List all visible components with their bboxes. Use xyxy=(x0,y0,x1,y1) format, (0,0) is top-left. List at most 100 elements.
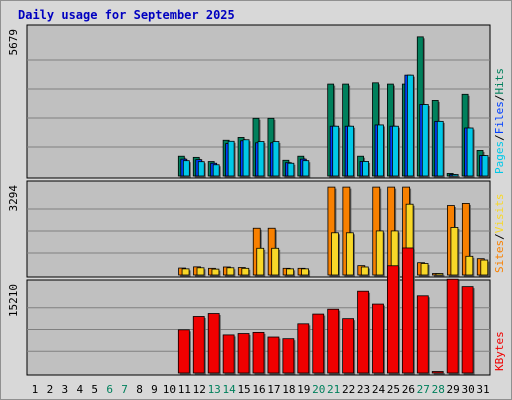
x-tick-day-10: 10 xyxy=(163,383,176,396)
chart-panels: 5679Pages/Files/Hits3294Sites/Visits1521… xyxy=(7,24,506,376)
x-tick-day-17: 17 xyxy=(267,383,280,396)
bar-kbytes-day-18 xyxy=(282,338,295,374)
bar-pages-day-19 xyxy=(302,160,310,177)
legend-entry-hits: Hits xyxy=(493,68,506,95)
bar-shadow xyxy=(437,275,445,277)
bar-pages-day-26 xyxy=(406,74,414,177)
bar-visits-day-13 xyxy=(211,268,220,276)
legend: Sites/Visits xyxy=(493,194,506,274)
bar-kbytes-day-14 xyxy=(222,334,235,374)
bar-visits-day-15 xyxy=(241,267,250,276)
x-tick-day-28: 28 xyxy=(432,383,445,396)
bar-pages-day-24 xyxy=(377,124,384,177)
bar-pages-day-25 xyxy=(392,125,399,177)
x-tick-day-25: 25 xyxy=(387,383,400,396)
bar-visits-day-30 xyxy=(465,255,474,276)
chart-title: Daily usage for September 2025 xyxy=(18,8,235,22)
bar-visits-day-29 xyxy=(450,227,459,276)
x-tick-day-23: 23 xyxy=(357,383,370,396)
panel-hits-files-pages: 5679 Pages/Files/Hits xyxy=(7,24,506,179)
y-max-label: 3294 xyxy=(7,185,20,212)
legend: KBytes xyxy=(493,331,506,371)
bar-pages-day-11 xyxy=(182,160,190,177)
legend-entry-kbytes: KBytes xyxy=(493,331,506,371)
x-tick-day-3: 3 xyxy=(62,383,69,396)
x-tick-day-4: 4 xyxy=(76,383,83,396)
x-tick-day-16: 16 xyxy=(252,383,265,396)
x-tick-day-14: 14 xyxy=(223,383,237,396)
legend-separator: / xyxy=(493,134,506,141)
bar-pages-day-21 xyxy=(332,125,340,177)
x-tick-day-26: 26 xyxy=(402,383,415,396)
x-tick-day-12: 12 xyxy=(193,383,206,396)
x-tick-day-22: 22 xyxy=(342,383,355,396)
bar-kbytes-day-22 xyxy=(342,318,355,374)
bar-kbytes-day-24 xyxy=(372,303,384,374)
x-axis-day-labels: 1 2 3 4 5 6 7 8 9 10 11 12 13 14 15 16 17 18 19 20 21 22 23 24 2… xyxy=(32,383,490,396)
bar-kbytes-day-26 xyxy=(401,247,414,374)
x-tick-day-9: 9 xyxy=(151,383,158,396)
legend: Pages/Files/Hits xyxy=(493,68,506,174)
x-tick-day-18: 18 xyxy=(282,383,295,396)
bar-kbytes-day-17 xyxy=(267,336,280,374)
bar-visits-day-24 xyxy=(375,230,384,276)
bar-pages-day-14 xyxy=(227,140,235,177)
bar-pages-day-13 xyxy=(212,164,220,177)
bar-kbytes-day-21 xyxy=(327,308,340,374)
x-tick-day-8: 8 xyxy=(136,383,143,396)
bar-visits-day-16 xyxy=(256,247,265,276)
bar-kbytes-day-16 xyxy=(252,331,265,374)
x-tick-day-1: 1 xyxy=(32,383,39,396)
x-tick-day-11: 11 xyxy=(178,383,191,396)
bar-kbytes-day-30 xyxy=(461,286,474,374)
bar-kbytes-day-27 xyxy=(416,295,429,374)
legend-separator: / xyxy=(493,233,506,240)
panel-kbytes: 15210 KBytes xyxy=(7,247,506,376)
bar-kbytes-day-15 xyxy=(237,333,250,374)
y-max-label: 5679 xyxy=(7,29,20,56)
bar-visits-day-17 xyxy=(271,247,280,276)
bar-pages-day-12 xyxy=(197,161,205,177)
bar-kbytes-day-29 xyxy=(446,278,459,374)
bar-visits-day-12 xyxy=(196,267,205,276)
bar-visits-day-18 xyxy=(286,268,295,276)
bar-pages-day-16 xyxy=(257,141,265,177)
x-tick-day-15: 15 xyxy=(237,383,250,396)
bar-pages-day-31 xyxy=(481,155,489,177)
bar-pages-day-27 xyxy=(421,104,429,177)
x-tick-day-29: 29 xyxy=(447,383,460,396)
bar-kbytes-day-11 xyxy=(177,329,190,374)
bar-visits-day-31 xyxy=(480,259,489,276)
x-tick-day-13: 13 xyxy=(208,383,221,396)
bar-pages-day-29 xyxy=(451,174,459,177)
bar-kbytes-day-23 xyxy=(357,290,369,374)
x-tick-day-31: 31 xyxy=(476,383,489,396)
bar-pages-day-30 xyxy=(466,127,474,177)
bar-kbytes-day-25 xyxy=(387,265,399,374)
bar-kbytes-day-13 xyxy=(207,313,220,374)
x-tick-day-21: 21 xyxy=(327,383,340,396)
bar-kbytes-day-19 xyxy=(297,323,310,374)
x-tick-day-27: 27 xyxy=(417,383,430,396)
x-tick-day-30: 30 xyxy=(461,383,474,396)
bar-kbytes-day-20 xyxy=(312,313,325,374)
x-tick-day-24: 24 xyxy=(372,383,386,396)
bar-pages-day-22 xyxy=(347,125,355,177)
bar-kbytes-day-12 xyxy=(192,316,205,374)
bar-visits-day-27 xyxy=(420,263,429,276)
bar-pages-day-28 xyxy=(436,120,444,177)
legend-entry-sites: Sites xyxy=(493,240,506,273)
bar-pages-day-15 xyxy=(242,139,250,177)
bar-shadow xyxy=(433,373,445,375)
legend-entry-visits: Visits xyxy=(493,194,506,234)
bar-visits-day-14 xyxy=(226,267,235,276)
bar-pages-day-18 xyxy=(287,162,295,177)
bar-visits-day-28 xyxy=(435,273,444,276)
x-tick-day-2: 2 xyxy=(47,383,54,396)
bar-visits-day-21 xyxy=(331,232,339,276)
y-max-label: 15210 xyxy=(7,284,20,317)
x-tick-day-20: 20 xyxy=(312,383,325,396)
legend-separator: / xyxy=(493,95,506,102)
x-tick-day-6: 6 xyxy=(106,383,113,396)
